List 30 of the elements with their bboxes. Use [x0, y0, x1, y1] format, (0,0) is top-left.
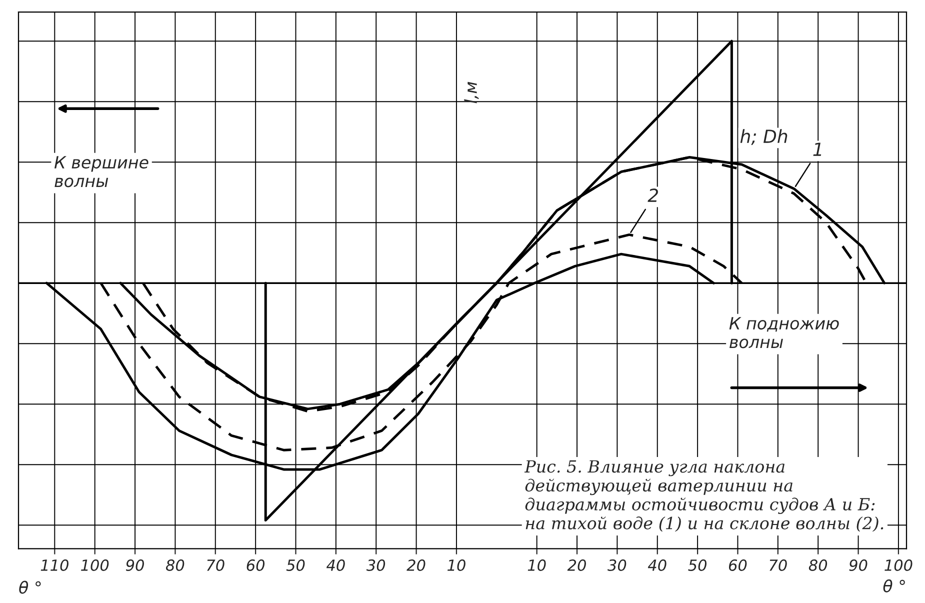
series-label: h; Dh — [740, 129, 788, 145]
x-tick-label: 60 — [246, 559, 265, 571]
x-tick-label: 10 — [528, 559, 546, 571]
annotation: Рис. 5. Влияние угла наклона действующей ватерлинии на диаграммы остойчивости судов А и Б: на тихой воде (1) и на склоне волны (2). — [524, 460, 884, 532]
x-tick-label: 70 — [207, 559, 224, 571]
series-label: 2 — [648, 188, 658, 202]
x-tick-label: 10 — [448, 559, 466, 571]
x-tick-label: 30 — [608, 559, 626, 571]
x-tick-label: 40 — [648, 559, 666, 571]
x-tick-label: 90 — [126, 559, 144, 571]
x-tick-label: 60 — [728, 559, 747, 571]
y-axis-title: l,м — [464, 82, 479, 104]
text: 1 — [813, 142, 822, 156]
x-tick-label: 40 — [326, 559, 345, 571]
x-tick-label: 100 — [884, 559, 912, 571]
x-tick-label: 50 — [688, 559, 707, 571]
text: θ ° — [19, 580, 41, 594]
x-tick-label: 20 — [567, 559, 586, 571]
x-tick-label: 90 — [849, 559, 868, 571]
annotation: К подножию волны — [729, 317, 839, 348]
x-tick-label: 20 — [406, 559, 426, 571]
x-tick-label: 110 — [40, 559, 68, 571]
x-tick-label: 50 — [286, 559, 305, 571]
x-tick-label: 80 — [166, 559, 184, 571]
x-axis-title: θ ° — [883, 579, 905, 592]
x-tick-label: 70 — [770, 559, 787, 571]
x-tick-label: 30 — [366, 559, 386, 571]
x-tick-label: 100 — [81, 559, 109, 571]
x-tick-label: 80 — [808, 559, 828, 571]
annotation: К вершине волны — [54, 156, 148, 188]
